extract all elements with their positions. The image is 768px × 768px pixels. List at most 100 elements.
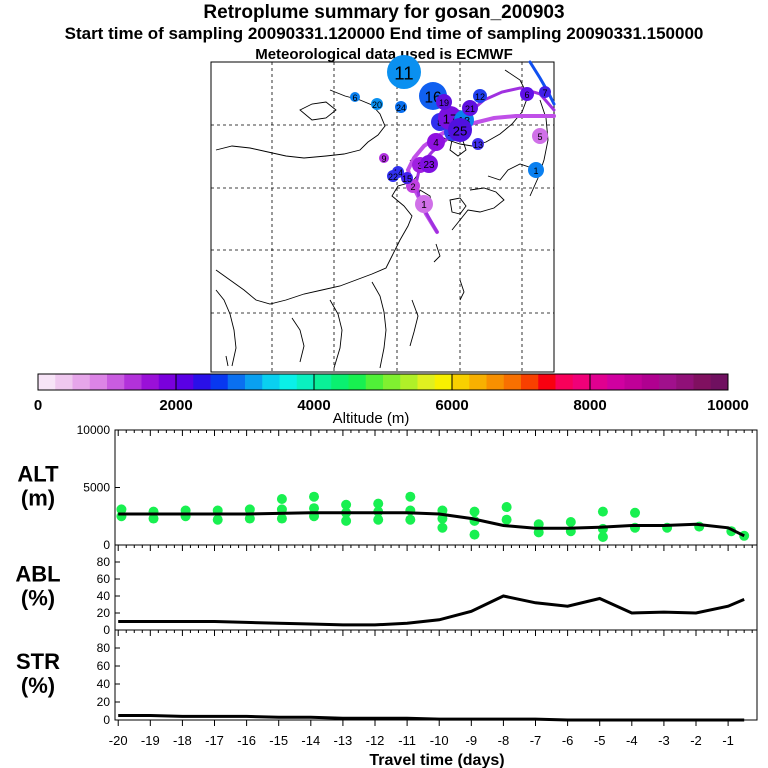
trajectory-marker <box>448 118 472 142</box>
colorbar-cell <box>124 374 142 390</box>
trajectory-path-blue <box>528 60 556 106</box>
trajectory-marker-label: 24 <box>396 103 406 113</box>
altitude-scatter-point <box>630 507 641 518</box>
colorbar-cell <box>89 374 108 390</box>
x-axis-label: Travel time (days) <box>369 752 504 768</box>
altitude-scatter-point <box>276 494 287 504</box>
trajectory-marker-label: 7 <box>542 88 547 98</box>
altitude-scatter-point <box>501 502 512 513</box>
trajectory-markers: 1234567891011121314151617181920212223242… <box>350 55 551 213</box>
colorbar-tick-label: 0 <box>34 397 42 414</box>
altitude-scatter-point <box>276 513 287 524</box>
x-tick-label: -12 <box>366 733 385 748</box>
y-tick-label: 40 <box>97 677 111 691</box>
y-axis-label: ABL <box>15 562 60 587</box>
y-tick-label: 5000 <box>83 481 110 495</box>
trajectory-marker <box>436 94 452 110</box>
trajectory-marker <box>472 138 484 150</box>
altitude-scatter-point <box>341 515 352 526</box>
map-panel: 1234567891011121314151617181920212223242… <box>210 55 556 373</box>
altitude-scatter-point <box>373 498 384 509</box>
colorbar-cell <box>227 374 246 390</box>
colorbar-cell <box>141 374 160 390</box>
trajectory-marker <box>371 98 383 110</box>
trajectory-marker-label: 25 <box>453 123 468 138</box>
trajectory-marker-label: 1 <box>533 166 538 176</box>
trajectory-marker-label: 13 <box>473 140 483 150</box>
trajectory-marker <box>387 55 421 89</box>
figure-title: Retroplume summary for gosan_200903 <box>203 2 565 23</box>
trajectory-marker <box>539 86 551 98</box>
colorbar-cell <box>400 374 418 390</box>
altitude-scatter-point <box>405 491 416 502</box>
colorbar-cell <box>486 374 505 390</box>
map-frame <box>210 61 555 373</box>
colorbar-cell <box>555 374 574 390</box>
altitude-scatter-point <box>533 527 544 538</box>
altitude-scatter-point <box>212 514 223 525</box>
x-tick-label: -6 <box>562 733 574 748</box>
x-tick-label: -3 <box>658 733 670 748</box>
panel-str: 80 60 40 20 0 STR(%) <box>16 629 758 727</box>
trajectory-marker-label: 11 <box>394 63 413 84</box>
trajectory-marker-label: 6 <box>524 90 529 100</box>
altitude-colorbar: 0 2000 4000 6000 8000 10000 Altitude (m) <box>34 373 749 427</box>
x-tick-label: -10 <box>430 733 449 748</box>
colorbar-cell <box>693 374 712 390</box>
colorbar-cell <box>210 374 229 390</box>
altitude-scatter-point <box>341 499 352 510</box>
colorbar-cell <box>314 374 332 390</box>
panel-abl: 80 60 40 20 0 ABL(%) <box>15 544 758 637</box>
x-tick-label: -1 <box>722 733 734 748</box>
time-series-panels: 1000050000ALT(m)806040200ABL(%)806040200… <box>15 423 758 727</box>
y-axis-label: (m) <box>21 486 55 511</box>
trajectory-marker <box>427 133 445 151</box>
altitude-scatter-point <box>469 529 480 540</box>
trajectory-marker <box>528 162 544 178</box>
x-tick-label: -7 <box>530 733 542 748</box>
y-axis-label: (%) <box>21 673 55 698</box>
x-tick-label: -13 <box>334 733 353 748</box>
altitude-scatter-point <box>148 513 159 524</box>
x-tick-label: -5 <box>594 733 606 748</box>
series-line-abl <box>118 594 745 627</box>
x-tick-label: -19 <box>141 733 160 748</box>
colorbar-cell <box>590 374 608 390</box>
colorbar-cell <box>503 374 522 390</box>
x-tick-label: -4 <box>626 733 638 748</box>
trajectory-marker-label: 12 <box>475 92 485 102</box>
x-tick-label: -17 <box>205 733 224 748</box>
x-tick-label: -9 <box>466 733 478 748</box>
altitude-scatter-point <box>373 514 384 525</box>
colorbar-cell <box>624 374 643 390</box>
colorbar-cell <box>417 374 436 390</box>
colorbar-cells <box>38 374 729 390</box>
x-tick-label: -15 <box>269 733 288 748</box>
trajectory-marker <box>462 100 478 116</box>
colorbar-cell <box>538 374 556 390</box>
colorbar-cell <box>348 374 367 390</box>
trajectory-marker-label: 21 <box>465 104 475 114</box>
y-tick-label: 80 <box>97 555 111 569</box>
colorbar-cell <box>55 374 73 390</box>
trajectory-marker <box>379 153 389 163</box>
trajectory-marker <box>520 87 534 101</box>
panel-frame <box>114 429 758 546</box>
altitude-scatter-point <box>405 514 416 525</box>
x-tick-label: -18 <box>173 733 192 748</box>
trajectory-marker <box>401 172 413 184</box>
altitude-scatter-point <box>565 517 576 527</box>
altitude-scatter-point <box>309 503 320 514</box>
y-tick-label: 10000 <box>77 423 111 437</box>
colorbar-tick-label: 8000 <box>573 397 606 414</box>
trajectory-marker-label: 3 <box>417 161 422 171</box>
y-tick-label: 60 <box>97 659 111 673</box>
trajectory-marker <box>387 170 399 182</box>
y-tick-label: 0 <box>103 713 110 727</box>
colorbar-cell <box>434 374 453 390</box>
trajectory-marker-label: 1 <box>421 200 427 211</box>
colorbar-cell <box>38 374 56 390</box>
altitude-scatter-point <box>597 531 608 542</box>
